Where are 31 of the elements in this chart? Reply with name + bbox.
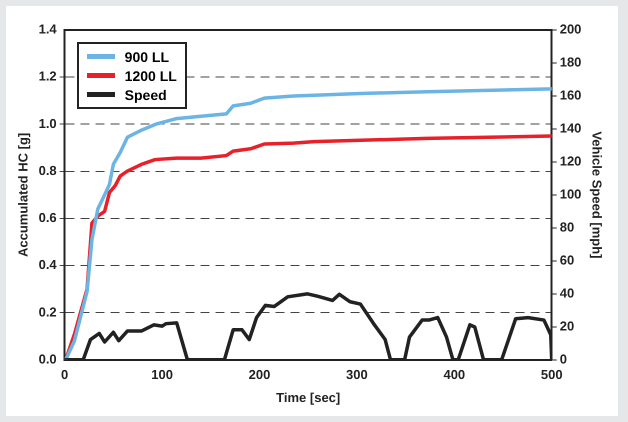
y2-tick-label: 160	[560, 88, 582, 103]
x-tick-label: 100	[151, 367, 173, 382]
y-axis-title: Accumulated HC [g]	[15, 132, 30, 258]
legend-label: Speed	[124, 86, 167, 102]
y2-tick-label: 60	[560, 252, 574, 268]
x-tick-label: 200	[248, 367, 270, 382]
y2-tick-label: 20	[560, 318, 574, 334]
legend-label: 900 LL	[124, 48, 170, 64]
y2-tick-label: 140	[560, 120, 582, 136]
x-tick-label: 400	[443, 367, 466, 382]
y2-tick-label: 200	[560, 22, 582, 37]
y-tick-label: 1.2	[38, 68, 57, 84]
x-axis-title: Time [sec]	[276, 390, 340, 405]
y2-tick-label: 100	[560, 186, 582, 202]
y2-tick-label: 120	[560, 154, 582, 168]
y-tick-label: 1.4	[38, 22, 58, 37]
y2-axis-title: Vehicle Speed [mph]	[590, 131, 605, 258]
y2-tick-label: 0	[560, 351, 567, 366]
y-tick-label: 0.0	[38, 351, 57, 366]
x-tick-label: 500	[540, 367, 563, 382]
y-tick-label: 0.4	[38, 257, 58, 272]
x-tick-label: 0	[61, 367, 68, 382]
y-tick-label: 0.6	[38, 210, 57, 226]
y2-tick-label: 80	[560, 219, 574, 234]
y2-tick-label: 40	[560, 285, 574, 300]
y-tick-label: 1.0	[38, 116, 57, 131]
y-tick-label: 0.2	[38, 304, 57, 320]
legend-label: 1200 LL	[124, 68, 177, 84]
y2-tick-label: 180	[560, 54, 582, 70]
x-tick-label: 300	[346, 367, 368, 382]
y-tick-label: 0.8	[38, 162, 57, 178]
